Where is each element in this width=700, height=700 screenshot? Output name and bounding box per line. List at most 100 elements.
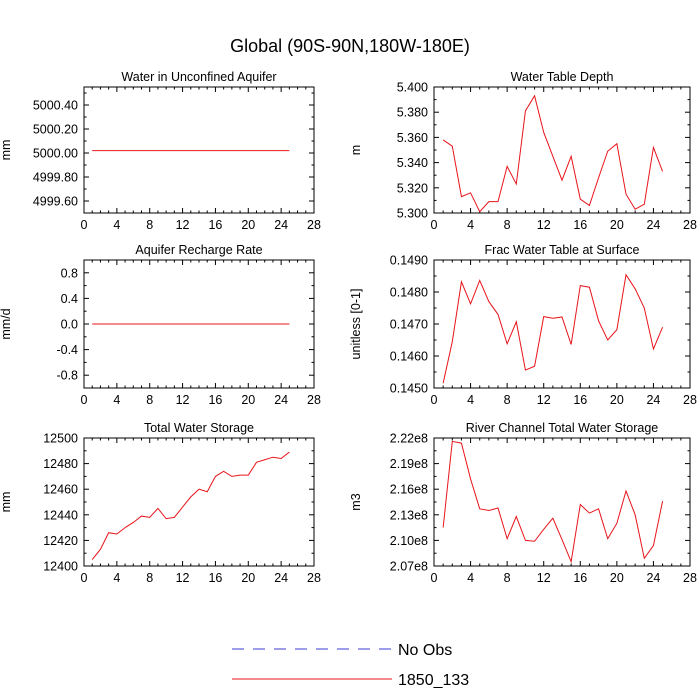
x-tick-label: 28 — [307, 393, 321, 407]
y-tick-label: 0.1450 — [390, 382, 428, 396]
y-tick-label: 12440 — [43, 508, 78, 522]
y-tick-label: 0.1470 — [390, 318, 428, 332]
y-tick-label: 0.8 — [61, 266, 78, 280]
y-tick-label: 4999.80 — [33, 171, 78, 185]
y-tick-label: 2.13e8 — [390, 508, 428, 522]
x-tick-label: 16 — [208, 218, 222, 232]
x-tick-label: 4 — [113, 571, 120, 585]
chart-panel-1: Water in Unconfined Aquifer mm 0 4 8 12 16 20 24… — [0, 70, 321, 232]
y-tick-label: 0.1490 — [390, 254, 428, 268]
series-line — [442, 94, 664, 213]
x-tick-label: 0 — [431, 218, 438, 232]
chart-title: Water in Unconfined Aquifer — [121, 70, 276, 84]
y-tick-label: 2.07e8 — [390, 560, 428, 574]
x-tick-label: 16 — [573, 571, 587, 585]
y-tick-label: 2.22e8 — [390, 432, 428, 446]
x-tick-label: 24 — [646, 393, 660, 407]
x-tick-label: 12 — [176, 393, 190, 407]
x-tick-label: 24 — [274, 393, 288, 407]
series-line — [442, 273, 664, 384]
chart-panel-4: Frac Water Table at Surface unitless [0-1… — [349, 243, 697, 407]
chart-title: Aquifer Recharge Rate — [135, 243, 262, 257]
x-tick-label: 20 — [241, 571, 255, 585]
x-tick-label: 0 — [81, 571, 88, 585]
x-tick-label: 28 — [683, 218, 697, 232]
y-tick-label: 0.1480 — [390, 286, 428, 300]
y-axis-label: mm — [0, 140, 13, 161]
y-tick-label: 2.10e8 — [390, 534, 428, 548]
x-tick-label: 12 — [537, 218, 551, 232]
y-tick-label: 2.19e8 — [390, 457, 428, 471]
x-tick-label: 12 — [537, 571, 551, 585]
y-tick-label: 5.300 — [397, 207, 428, 221]
y-axis-label: unitless [0-1] — [349, 289, 363, 360]
x-tick-label: 24 — [646, 571, 660, 585]
x-tick-label: 12 — [176, 218, 190, 232]
plot-frame — [433, 86, 691, 214]
chart-panels: Water in Unconfined Aquifer mm 0 4 8 12 16 20 24… — [0, 70, 697, 585]
chart-panel-5: Total Water Storage mm 0 4 8 12 16 20 24 28 12400 1… — [0, 421, 321, 585]
x-tick-label: 16 — [573, 393, 587, 407]
plot-frame — [433, 259, 691, 389]
x-tick-label: 4 — [467, 218, 474, 232]
y-axis-label: mm/d — [0, 308, 13, 339]
y-tick-label: 5000.20 — [33, 123, 78, 137]
x-tick-label: 8 — [146, 393, 153, 407]
x-tick-label: 12 — [176, 571, 190, 585]
y-tick-label: 0.0 — [61, 318, 78, 332]
x-tick-label: 16 — [208, 393, 222, 407]
x-tick-label: 0 — [81, 218, 88, 232]
chart-panel-3: Aquifer Recharge Rate mm/d 0 4 8 12 16 20 24 28 -0… — [0, 243, 321, 407]
x-tick-label: 20 — [610, 218, 624, 232]
x-tick-label: 16 — [208, 571, 222, 585]
x-tick-label: 8 — [504, 571, 511, 585]
x-tick-label: 0 — [431, 393, 438, 407]
y-tick-label: 5000.00 — [33, 147, 78, 161]
plot-frame — [433, 437, 691, 567]
y-tick-label: -0.8 — [56, 369, 78, 383]
y-tick-label: 5.380 — [397, 106, 428, 120]
x-tick-label: 28 — [683, 571, 697, 585]
x-tick-label: 20 — [241, 218, 255, 232]
chart-title: Water Table Depth — [511, 70, 614, 84]
y-axis-label: mm — [0, 492, 13, 513]
x-tick-label: 0 — [81, 393, 88, 407]
x-tick-label: 8 — [504, 393, 511, 407]
y-tick-label: 4999.60 — [33, 195, 78, 209]
chart-panel-6: River Channel Total Water Storage m3 0 4 8 12… — [349, 421, 697, 585]
y-tick-label: 5.360 — [397, 131, 428, 145]
x-tick-label: 8 — [504, 218, 511, 232]
plot-frame — [83, 86, 315, 214]
y-tick-label: 12480 — [43, 457, 78, 471]
x-tick-label: 28 — [307, 571, 321, 585]
y-tick-label: 5000.40 — [33, 99, 78, 113]
legend-label: 1850_133 — [398, 672, 469, 689]
x-tick-label: 20 — [241, 393, 255, 407]
y-tick-label: 0.1460 — [390, 350, 428, 364]
y-tick-label: 5.340 — [397, 156, 428, 170]
y-axis-label: m3 — [349, 493, 363, 510]
y-tick-label: 12400 — [43, 560, 78, 574]
x-tick-label: 8 — [146, 571, 153, 585]
plot-frame — [83, 437, 315, 567]
figure-title: Global (90S-90N,180W-180E) — [230, 36, 470, 56]
chart-title: Frac Water Table at Surface — [485, 243, 640, 257]
x-tick-label: 4 — [113, 393, 120, 407]
x-tick-label: 8 — [146, 218, 153, 232]
x-tick-label: 28 — [307, 218, 321, 232]
x-tick-label: 12 — [537, 393, 551, 407]
chart-title: Total Water Storage — [144, 421, 254, 435]
legend: No Obs 1850_133 — [232, 642, 469, 689]
x-tick-label: 4 — [467, 571, 474, 585]
x-tick-label: 28 — [683, 393, 697, 407]
chart-title: River Channel Total Water Storage — [466, 421, 659, 435]
y-tick-label: 0.4 — [61, 292, 78, 306]
x-tick-label: 24 — [274, 218, 288, 232]
series-line — [442, 440, 664, 564]
x-tick-label: 24 — [274, 571, 288, 585]
x-tick-label: 4 — [113, 218, 120, 232]
legend-label: No Obs — [398, 642, 452, 659]
chart-panel-2: Water Table Depth m 0 4 8 12 16 20 24 28 5.300 5.32… — [349, 70, 697, 232]
x-tick-label: 4 — [467, 393, 474, 407]
